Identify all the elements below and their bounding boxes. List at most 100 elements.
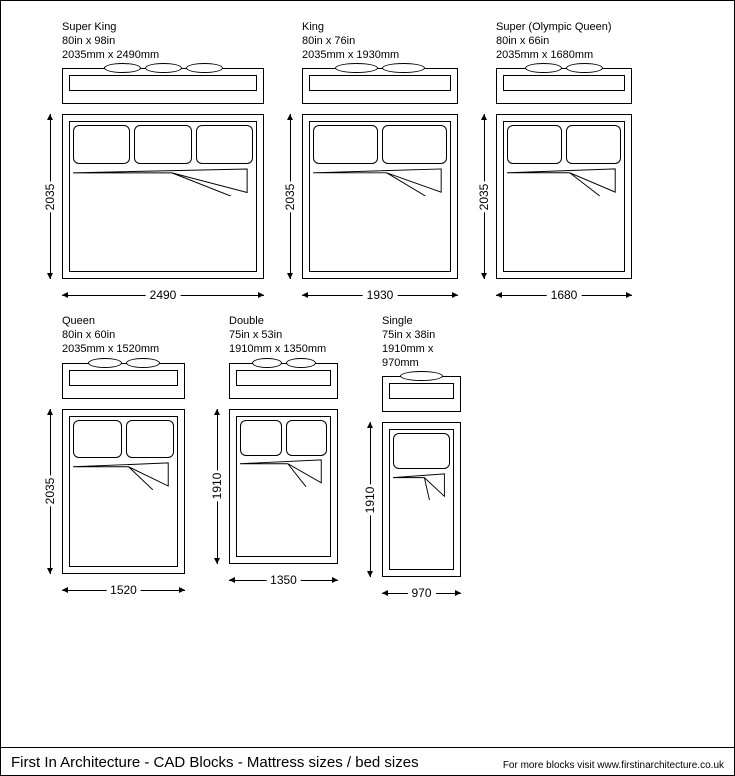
content-area: Super King80in x 98in2035mm x 2490mm 203… <box>1 1 734 605</box>
vertical-dimension: 2035 <box>278 114 302 279</box>
side-inner <box>69 370 178 386</box>
bed-name: Super King <box>62 21 159 35</box>
horizontal-dimension: 1520 <box>62 578 185 602</box>
horizontal-dim-label: 1520 <box>106 582 141 598</box>
horizontal-dimension: 1930 <box>302 283 458 307</box>
side-pillow <box>382 63 425 73</box>
bed-name: Single <box>382 315 461 329</box>
side-pillows <box>63 358 184 368</box>
sheet-fold <box>240 458 327 487</box>
row-2: Queen80in x 60in2035mm x 1520mm 2035 152… <box>13 315 722 605</box>
bed-side-view <box>62 363 185 399</box>
bed-name: Super (Olympic Queen) <box>496 21 612 35</box>
side-pillow <box>525 63 562 73</box>
vertical-dimension: 1910 <box>358 422 382 577</box>
vertical-dimension: 2035 <box>38 114 62 279</box>
bed-labels: Super (Olympic Queen)80in x 66in2035mm x… <box>496 21 612 62</box>
side-inner <box>389 383 454 399</box>
bed-side-view <box>496 68 632 104</box>
plan-wrapper: 2035 <box>38 409 185 574</box>
side-pillow <box>400 371 443 381</box>
vertical-dimension: 2035 <box>38 409 62 574</box>
side-pillow <box>88 358 122 368</box>
plan-pillows <box>73 125 253 164</box>
bed-mm: 2035mm x 2490mm <box>62 49 159 63</box>
vertical-dim-label: 2035 <box>476 181 492 212</box>
plan-pillows <box>393 433 450 469</box>
footer: First In Architecture - CAD Blocks - Mat… <box>1 747 734 775</box>
plan-wrapper: 2035 <box>278 114 458 279</box>
sheet-fold <box>73 461 174 490</box>
footer-title: First In Architecture - CAD Blocks - Mat… <box>11 754 419 771</box>
sheet-fold <box>313 167 447 196</box>
bed-labels: Queen80in x 60in2035mm x 1520mm <box>62 315 159 356</box>
horizontal-dimension: 970 <box>382 581 461 605</box>
bed-mm: 1910mm x 1350mm <box>229 343 326 357</box>
side-pillows <box>303 63 457 73</box>
side-pillow <box>286 358 316 368</box>
plan-wrapper: 2035 <box>472 114 632 279</box>
bed-name: Double <box>229 315 326 329</box>
pillow <box>240 420 282 456</box>
bed-plan-view <box>302 114 458 279</box>
pillow <box>566 125 621 164</box>
plan-inner <box>309 121 451 272</box>
vertical-dim-label: 2035 <box>42 181 58 212</box>
bed-name: King <box>302 21 399 35</box>
bed-block-super-olympic-queen-: Super (Olympic Queen)80in x 66in2035mm x… <box>472 21 632 307</box>
pillow <box>507 125 562 164</box>
side-pillows <box>383 371 460 381</box>
vertical-dim-label: 1910 <box>209 471 225 502</box>
horizontal-dim-label: 1350 <box>266 572 301 588</box>
bed-mm: 2035mm x 1520mm <box>62 343 159 357</box>
bed-block-double: Double75in x 53in1910mm x 1350mm 1910 13… <box>205 315 338 605</box>
pillow <box>73 125 130 164</box>
bed-labels: King80in x 76in2035mm x 1930mm <box>302 21 399 62</box>
pillow <box>126 420 175 459</box>
pillow <box>313 125 378 164</box>
plan-inner <box>389 429 454 570</box>
plan-wrapper: 1910 <box>205 409 338 564</box>
bed-inches: 75in x 38in <box>382 329 461 343</box>
bed-side-view <box>62 68 264 104</box>
bed-plan-view <box>496 114 632 279</box>
bed-plan-view <box>62 114 264 279</box>
vertical-dimension: 2035 <box>472 114 496 279</box>
bed-labels: Single75in x 38in1910mm x 970mm <box>382 315 461 370</box>
plan-pillows <box>313 125 447 164</box>
horizontal-dimension: 1350 <box>229 568 338 592</box>
pillow <box>196 125 253 164</box>
side-pillows <box>230 358 337 368</box>
plan-pillows <box>240 420 327 456</box>
plan-inner <box>69 416 178 567</box>
bed-block-super-king: Super King80in x 98in2035mm x 2490mm 203… <box>38 21 264 307</box>
diagram-frame: Super King80in x 98in2035mm x 2490mm 203… <box>0 0 735 776</box>
side-pillow <box>145 63 182 73</box>
bed-side-view <box>382 376 461 412</box>
vertical-dim-label: 2035 <box>42 476 58 507</box>
pillow <box>73 420 122 459</box>
side-inner <box>69 75 257 91</box>
sheet-fold <box>73 167 253 196</box>
plan-pillows <box>73 420 174 459</box>
bed-plan-view <box>62 409 185 574</box>
side-pillow <box>104 63 141 73</box>
plan-wrapper: 2035 <box>38 114 264 279</box>
horizontal-dim-label: 1930 <box>363 287 398 303</box>
bed-block-queen: Queen80in x 60in2035mm x 1520mm 2035 152… <box>38 315 185 605</box>
row-1: Super King80in x 98in2035mm x 2490mm 203… <box>13 21 722 307</box>
plan-inner <box>236 416 331 557</box>
bed-labels: Double75in x 53in1910mm x 1350mm <box>229 315 326 356</box>
side-pillow <box>126 358 160 368</box>
side-pillow <box>335 63 378 73</box>
bed-mm: 2035mm x 1930mm <box>302 49 399 63</box>
plan-wrapper: 1910 <box>358 422 461 577</box>
bed-mm: 1910mm x 970mm <box>382 343 461 371</box>
horizontal-dim-label: 970 <box>407 585 435 601</box>
sheet-fold <box>507 167 621 196</box>
plan-inner <box>503 121 625 272</box>
footer-sub: For more blocks visit www.firstinarchite… <box>503 760 724 771</box>
bed-block-king: King80in x 76in2035mm x 1930mm 2035 1930 <box>278 21 458 307</box>
bed-inches: 80in x 66in <box>496 35 612 49</box>
bed-inches: 80in x 98in <box>62 35 159 49</box>
